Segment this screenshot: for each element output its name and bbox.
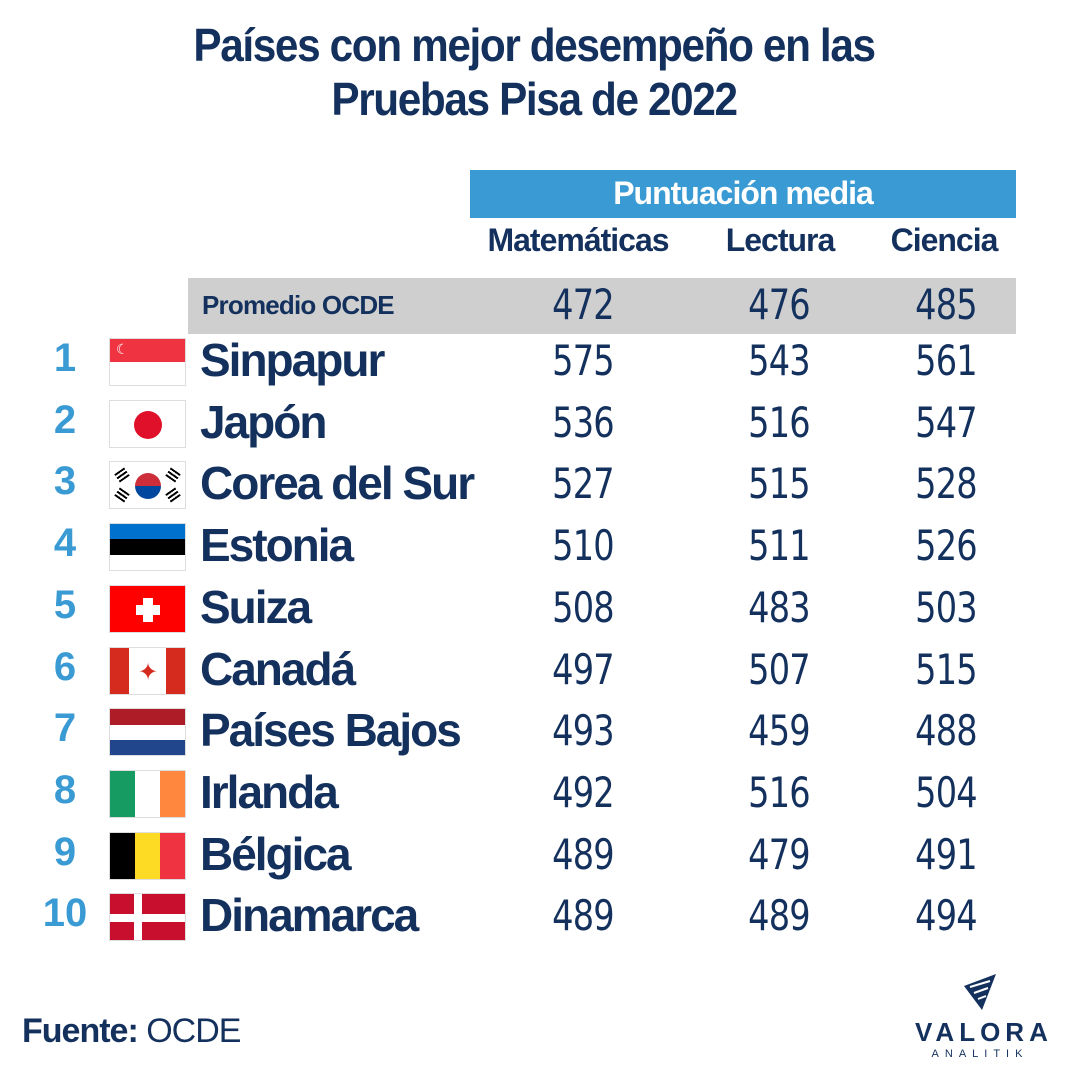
country-name: Dinamarca (200, 889, 419, 942)
country-name: Irlanda (200, 765, 339, 818)
score-math: 489 (552, 829, 615, 879)
score-science: 494 (915, 891, 978, 941)
rank: 2 (53, 397, 77, 442)
page-title: Países con mejor desempeño en las Prueba… (43, 18, 1026, 126)
score-reading: 483 (748, 582, 811, 632)
source-value: OCDE (146, 1012, 241, 1050)
score-science: 488 (915, 706, 978, 756)
table-row: 10 Dinamarca 489 489 494 (0, 887, 1068, 947)
score-science: 526 (915, 521, 978, 571)
table-row: 2 Japón 536 516 547 (0, 394, 1068, 454)
score-science: 561 (915, 336, 978, 385)
score-math: 575 (552, 336, 615, 385)
country-name: Corea del Sur (200, 457, 475, 510)
table-row: 8 Irlanda 492 516 504 (0, 764, 1068, 824)
rank: 6 (53, 644, 77, 689)
flag-netherlands-icon (109, 708, 186, 757)
average-reading: 476 (748, 280, 811, 329)
score-reading: 516 (748, 767, 811, 817)
rank: 3 (53, 459, 77, 504)
title-line-1: Países con mejor desempeño en las (193, 19, 876, 71)
valora-analitik-logo: VALORA ANALITIK (915, 972, 1053, 1060)
country-name: Suiza (200, 580, 312, 633)
score-science: 491 (915, 829, 978, 879)
flag-estonia-icon (109, 523, 186, 572)
average-math: 472 (552, 280, 615, 329)
logo-sub: ANALITIK (931, 1048, 1029, 1060)
score-science: 503 (915, 582, 978, 632)
score-math: 536 (552, 397, 615, 447)
rank: 8 (53, 767, 77, 812)
table-row: 6 ✦ Canadá 497 507 515 (0, 641, 1068, 701)
table-row: 4 Estonia 510 511 526 (0, 517, 1068, 577)
oecd-average-row: Promedio OCDE 472 476 485 (188, 278, 1016, 334)
title-line-2: Pruebas Pisa de 2022 (331, 73, 738, 125)
table-row: 5 Suiza 508 483 503 (0, 579, 1068, 639)
rank: 7 (53, 706, 77, 751)
column-header-math: Matemáticas (487, 222, 669, 258)
score-reading: 515 (748, 459, 811, 509)
score-reading: 507 (748, 644, 811, 694)
table-row: 7 Países Bajos 493 459 488 (0, 702, 1068, 762)
flag-denmark-icon (109, 893, 186, 942)
logo-icon (964, 974, 996, 1010)
column-header-reading: Lectura (725, 222, 836, 258)
flag-south-korea-icon (109, 461, 186, 510)
country-name: Estonia (200, 519, 354, 572)
table-row: 3 Corea del Sur 527 515 528 (0, 455, 1068, 515)
flag-singapore-icon: ☾ (109, 338, 186, 386)
country-name: Sinpapur (200, 334, 385, 386)
score-math: 527 (552, 459, 615, 509)
country-name: Canadá (200, 642, 356, 695)
score-reading: 459 (748, 706, 811, 756)
flag-switzerland-icon (109, 584, 186, 633)
rank: 5 (53, 582, 77, 627)
score-math: 493 (552, 706, 615, 756)
country-name: Bélgica (200, 827, 352, 880)
average-label: Promedio OCDE (202, 290, 395, 320)
score-reading: 511 (748, 521, 811, 571)
score-science: 504 (915, 767, 978, 817)
score-reading: 516 (748, 397, 811, 447)
score-math: 510 (552, 521, 615, 571)
flag-belgium-icon (109, 831, 186, 880)
rank: 4 (53, 521, 77, 566)
score-math: 497 (552, 644, 615, 694)
table-row: 1 ☾ Sinpapur 575 543 561 (0, 332, 1068, 392)
country-name: Países Bajos (200, 704, 462, 757)
score-science: 547 (915, 397, 978, 447)
flag-ireland-icon (109, 769, 186, 818)
score-science: 528 (915, 459, 978, 509)
score-reading: 543 (748, 336, 811, 385)
average-science: 485 (915, 280, 978, 329)
score-math: 489 (552, 891, 615, 941)
column-header-science: Ciencia (890, 222, 999, 258)
score-math: 492 (552, 767, 615, 817)
score-reading: 479 (748, 829, 811, 879)
rank: 1 (53, 336, 77, 380)
source-label: Fuente: (22, 1012, 139, 1050)
country-name: Japón (200, 395, 327, 448)
score-math: 508 (552, 582, 615, 632)
rank: 9 (53, 829, 77, 874)
logo-name: VALORA (915, 1017, 1053, 1047)
group-header: Puntuación media (470, 170, 1016, 218)
table-row: 9 Bélgica 489 479 491 (0, 826, 1068, 886)
source: Fuente: OCDE (22, 1012, 241, 1051)
rank: 10 (42, 891, 88, 936)
score-science: 515 (915, 644, 978, 694)
score-reading: 489 (748, 891, 811, 941)
flag-japan-icon (109, 399, 186, 448)
flag-canada-icon: ✦ (109, 646, 186, 695)
